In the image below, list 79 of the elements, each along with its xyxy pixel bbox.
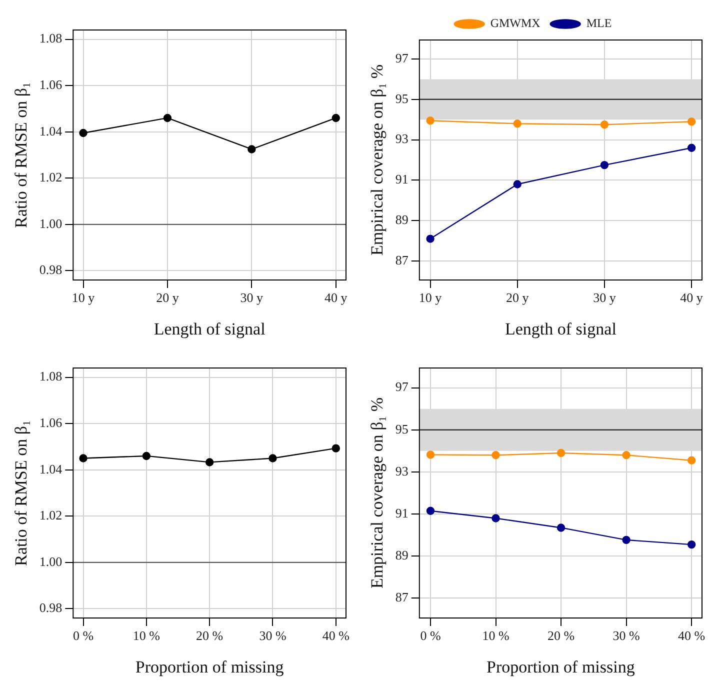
x-axis-title: Length of signal bbox=[154, 319, 266, 338]
point bbox=[142, 452, 151, 460]
point bbox=[268, 454, 277, 462]
x-tick-label: 10 y bbox=[418, 290, 442, 306]
point bbox=[79, 454, 88, 462]
y-tick-label: 1.00 bbox=[39, 216, 62, 231]
point bbox=[426, 506, 435, 515]
point bbox=[163, 114, 172, 122]
point bbox=[332, 444, 340, 452]
legend-label: GMWMX bbox=[490, 16, 541, 30]
y-tick-label: 1.00 bbox=[39, 554, 62, 569]
point bbox=[556, 448, 566, 458]
legend-label: MLE bbox=[586, 16, 612, 30]
y-tick-label: 97 bbox=[395, 50, 409, 66]
point bbox=[426, 450, 435, 459]
point bbox=[492, 514, 500, 522]
y-axis-title: Empirical coverage on β₁ % bbox=[368, 397, 387, 589]
y-tick-label: 1.06 bbox=[39, 414, 63, 430]
point bbox=[687, 456, 696, 464]
x-axis-title: Length of signal bbox=[504, 319, 617, 338]
y-tick-label: 0.98 bbox=[39, 600, 62, 616]
x-tick-label: 30 y bbox=[593, 290, 616, 306]
x-tick-label: 0 % bbox=[72, 628, 94, 644]
x-tick-label: 10 % bbox=[482, 628, 510, 644]
y-tick-label: 1.08 bbox=[39, 368, 62, 384]
point bbox=[426, 116, 434, 125]
y-tick-label: 89 bbox=[395, 548, 408, 563]
x-tick-label: 30 % bbox=[612, 628, 640, 644]
y-tick-label: 0.98 bbox=[39, 262, 62, 278]
point bbox=[426, 234, 434, 243]
y-axis-title: Empirical coverage on β₁ % bbox=[368, 64, 387, 256]
y-tick-label: 1.02 bbox=[39, 508, 62, 523]
x-tick-label: 20 y bbox=[506, 290, 530, 306]
x-tick-label: 10 % bbox=[132, 628, 160, 644]
point bbox=[600, 120, 609, 129]
y-tick-label: 87 bbox=[395, 252, 409, 268]
y-tick-label: 1.04 bbox=[39, 461, 63, 476]
y-tick-label: 95 bbox=[395, 421, 408, 436]
x-tick-label: 30 y bbox=[240, 290, 264, 306]
point bbox=[556, 524, 566, 532]
x-tick-label: 40 y bbox=[324, 290, 348, 306]
x-tick-label: 40 y bbox=[680, 290, 704, 306]
y-tick-label: 91 bbox=[395, 505, 408, 520]
x-tick-label: 40 % bbox=[678, 628, 706, 644]
x-tick-label: 40 % bbox=[322, 628, 350, 644]
y-tick-label: 95 bbox=[395, 90, 408, 106]
y-tick-label: 1.06 bbox=[39, 76, 63, 92]
point bbox=[248, 145, 256, 154]
y-tick-label: 93 bbox=[395, 463, 408, 478]
y-tick-label: 91 bbox=[395, 172, 408, 187]
point bbox=[687, 118, 696, 126]
point bbox=[687, 144, 696, 152]
point bbox=[600, 160, 609, 170]
point bbox=[687, 540, 696, 549]
point bbox=[513, 120, 522, 128]
point bbox=[492, 451, 500, 460]
x-tick-label: 0 % bbox=[420, 628, 441, 644]
x-tick-label: 30 % bbox=[259, 628, 286, 644]
y-tick-label: 1.04 bbox=[39, 123, 63, 138]
point bbox=[332, 114, 340, 122]
point bbox=[513, 180, 522, 188]
point bbox=[622, 451, 630, 460]
point bbox=[79, 128, 88, 138]
point bbox=[205, 458, 214, 466]
y-tick-label: 89 bbox=[395, 212, 408, 228]
x-tick-label: 20 % bbox=[547, 628, 575, 644]
x-axis-title: Proportion of missing bbox=[486, 657, 636, 676]
y-tick-label: 93 bbox=[395, 131, 408, 146]
y-axis-title: Ratio of RMSE on β₁ bbox=[12, 82, 31, 228]
x-tick-label: 10 y bbox=[72, 290, 96, 306]
y-tick-label: 1.08 bbox=[39, 30, 62, 46]
x-axis-title: Proportion of missing bbox=[135, 657, 284, 676]
y-tick-label: 87 bbox=[395, 590, 409, 605]
x-tick-label: 20 y bbox=[156, 290, 180, 306]
x-tick-label: 20 % bbox=[196, 628, 224, 644]
y-tick-label: 97 bbox=[395, 379, 409, 394]
point bbox=[622, 536, 630, 544]
y-axis-title: Ratio of RMSE on β₁ bbox=[12, 420, 31, 566]
y-tick-label: 1.02 bbox=[39, 170, 62, 185]
